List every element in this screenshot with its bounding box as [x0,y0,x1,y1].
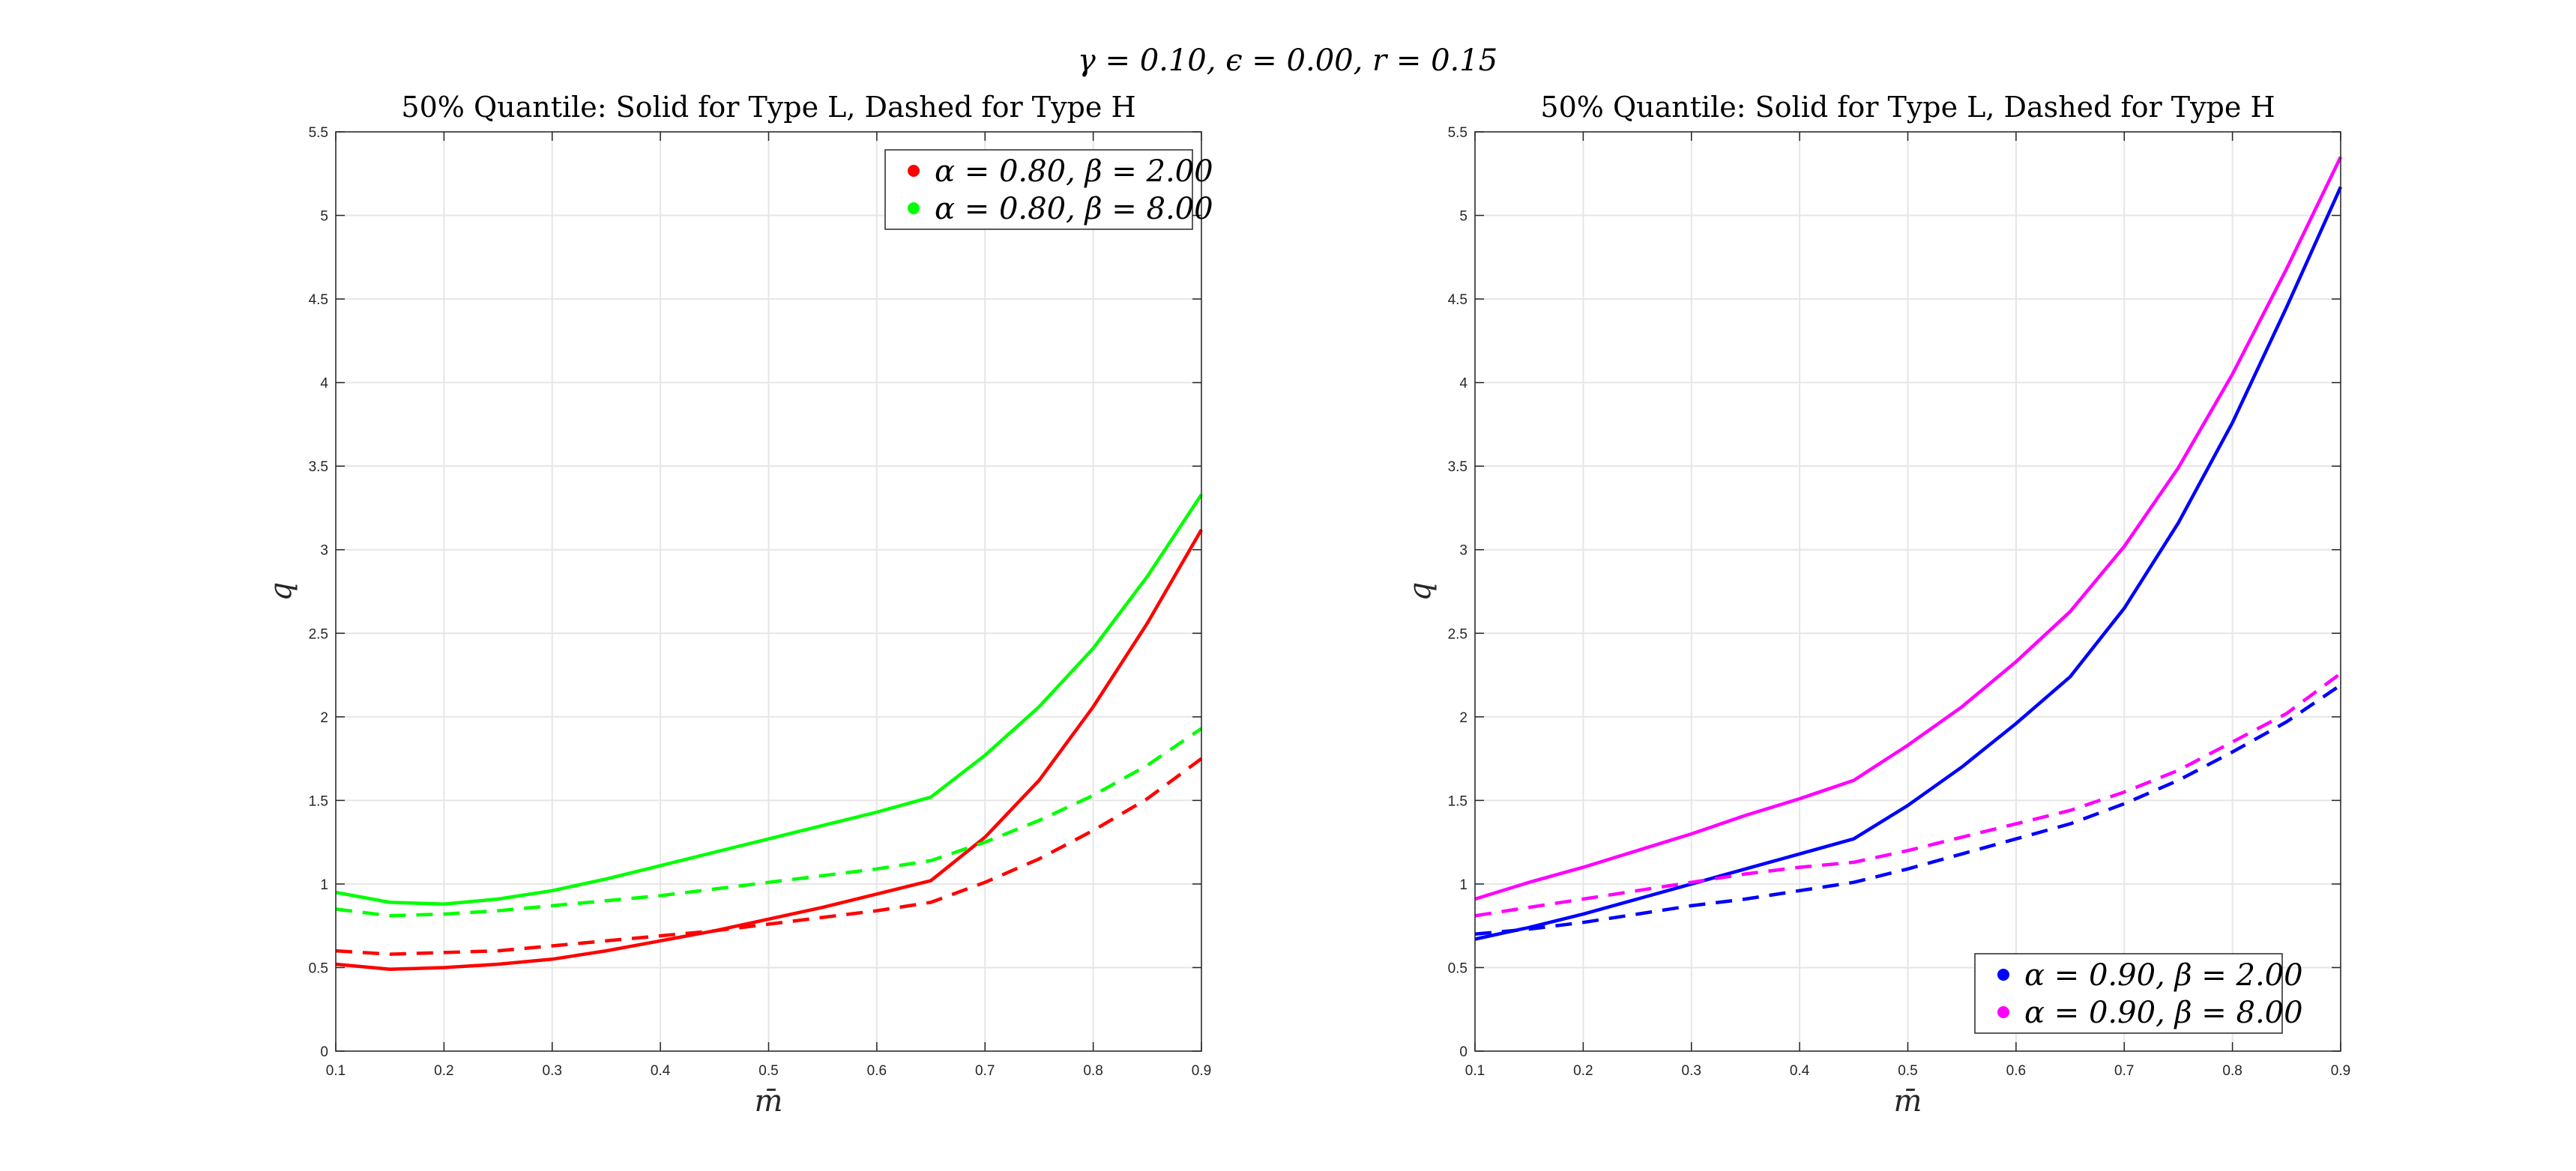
series-line-0-solid [335,528,1203,971]
figure-suptitle: γ = 0.10, ϵ = 0.00, r = 0.15 [1078,43,1497,78]
y-axis-label: q [1403,582,1438,602]
x-tick-label: 0.5 [1898,1063,1917,1079]
series-line-1-dashed [1474,683,2342,937]
x-tick-label: 0.4 [1790,1063,1810,1079]
series-line-1-dashed [335,757,1203,956]
y-tick-label: 0.5 [309,960,328,976]
x-tick-label: 0.4 [651,1063,671,1079]
legend-box [884,149,1193,230]
y-tick-label: 4.5 [309,292,328,308]
x-tick-label: 0.8 [1083,1063,1103,1079]
y-tick-label: 2.5 [309,626,328,642]
y-tick-label: 0.5 [1448,960,1468,976]
legend-label: α = 0.80, β = 8.00 [935,192,1213,226]
legend: α = 0.90, β = 2.00α = 0.90, β = 8.00 [1974,953,2303,1034]
x-tick-label: 0.3 [543,1063,562,1079]
y-tick-label: 5 [1459,209,1468,225]
y-tick-label: 0 [320,1044,328,1060]
chart-title: 50% Quantile: Solid for Type L, Dashed f… [401,91,1135,124]
x-tick-label: 0.6 [867,1063,887,1079]
x-tick-label: 0.1 [326,1063,346,1079]
x-tick-label: 0.7 [2114,1063,2134,1079]
y-tick-label: 3 [320,543,328,559]
legend: α = 0.80, β = 2.00α = 0.80, β = 8.00 [884,149,1213,230]
x-tick-label: 0.3 [1682,1063,1701,1079]
series-line-3-dashed [335,727,1203,918]
y-tick-label: 3.5 [309,459,328,475]
y-tick-label: 4 [320,376,328,392]
legend-label: α = 0.80, β = 2.00 [935,154,1213,189]
left-chart: 0.1 0.2 0.3 0.4 0.5 0.6 0.7 0.8 0.9 0 0.5 1 1.5 2 2.5 3… [264,91,1213,1119]
y-tick-label: 0 [1459,1044,1468,1060]
x-axis-label: m̄ [755,1084,783,1119]
chart-title: 50% Quantile: Solid for Type L, Dashed f… [1540,91,2275,124]
x-tick-label: 0.6 [2006,1063,2026,1079]
y-axis-label: q [264,582,298,602]
x-tick-label: 0.9 [1192,1063,1211,1079]
y-tick-label: 5.5 [309,125,328,141]
x-tick-label: 0.7 [975,1063,995,1079]
x-tick-label: 0.9 [2331,1063,2350,1079]
series-line-3-dashed [1474,671,2342,918]
x-tick-label: 0.1 [1465,1063,1485,1079]
legend-marker [1997,969,2009,981]
y-tick-label: 1 [320,877,328,893]
y-tick-label: 2 [1459,710,1468,726]
y-tick-label: 4.5 [1448,292,1468,308]
y-tick-label: 4 [1459,376,1468,392]
y-tick-label: 5.5 [1448,125,1468,141]
x-tick-label: 0.5 [758,1063,778,1079]
x-axis-label: m̄ [1894,1084,1922,1119]
series-line-0-solid [1474,186,2343,941]
legend-marker [908,202,920,214]
legend-marker [1997,1006,2009,1018]
right-chart: 0.1 0.2 0.3 0.4 0.5 0.6 0.7 0.8 0.9 0 0.5 1 1.5 2 2.5 3… [1403,91,2350,1119]
series-line-2-solid [1474,156,2343,901]
y-tick-label: 2.5 [1448,626,1468,642]
series-line-2-solid [335,493,1203,906]
legend-label: α = 0.90, β = 2.00 [2024,958,2303,993]
y-tick-label: 5 [320,209,328,225]
x-tick-label: 0.8 [2222,1063,2242,1079]
x-tick-label: 0.2 [434,1063,453,1079]
y-tick-label: 3 [1459,543,1468,559]
y-tick-label: 2 [320,710,328,726]
legend-label: α = 0.90, β = 8.00 [2024,996,2303,1030]
y-tick-label: 1.5 [1448,793,1468,809]
legend-marker [908,165,920,177]
x-tick-label: 0.2 [1573,1063,1593,1079]
legend-box [1974,953,2283,1034]
y-tick-label: 1.5 [309,793,328,809]
y-tick-label: 3.5 [1448,459,1468,475]
y-tick-label: 1 [1459,877,1468,893]
